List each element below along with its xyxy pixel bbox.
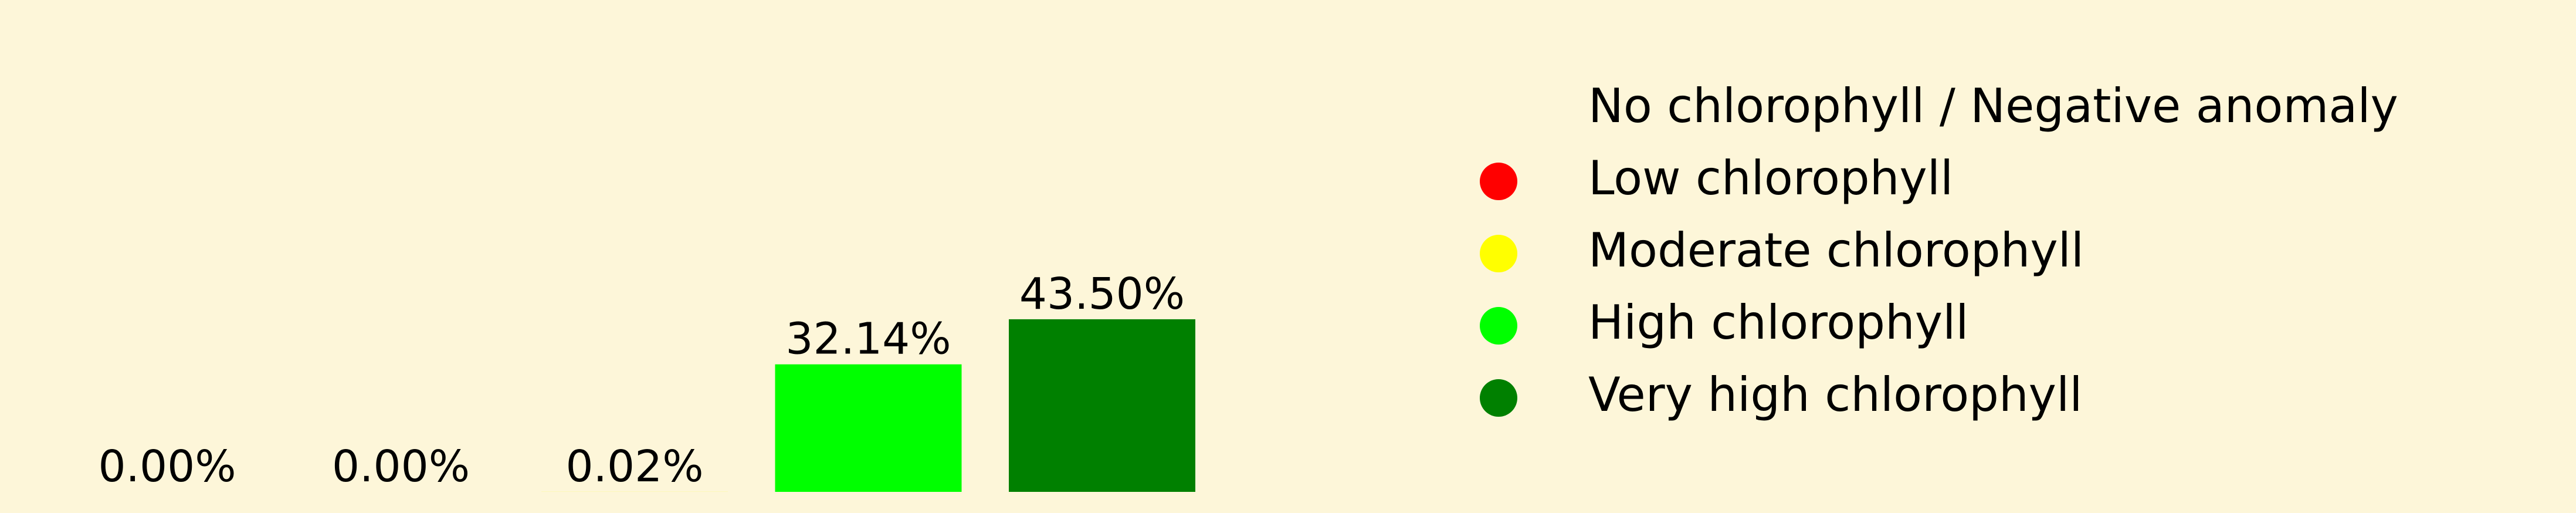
legend-label-4: High chlorophyll	[1588, 295, 1969, 350]
bar-value-label-2: 0.00%	[332, 441, 470, 492]
legend-label-5: Very high chlorophyll	[1588, 367, 2082, 422]
legend-label-3: Moderate chlorophyll	[1588, 223, 2084, 278]
legend-marker-3	[1480, 235, 1517, 272]
legend-marker-2	[1480, 163, 1517, 200]
bar-value-label-1: 0.00%	[98, 441, 236, 492]
legend: No chlorophyll / Negative anomaly Low chl…	[1480, 79, 2398, 422]
bar-value-label-4: 32.14%	[785, 314, 951, 365]
bar-value-label-5: 43.50%	[1019, 269, 1185, 319]
bar-4	[775, 365, 962, 492]
legend-marker-4	[1480, 307, 1517, 345]
legend-marker-1	[1480, 90, 1517, 128]
bar-value-label-3: 0.02%	[565, 441, 703, 492]
bar-5	[1009, 319, 1195, 492]
legend-label-2: Low chlorophyll	[1588, 151, 1953, 205]
legend-label-1: No chlorophyll / Negative anomaly	[1588, 79, 2398, 133]
legend-marker-5	[1480, 379, 1517, 417]
